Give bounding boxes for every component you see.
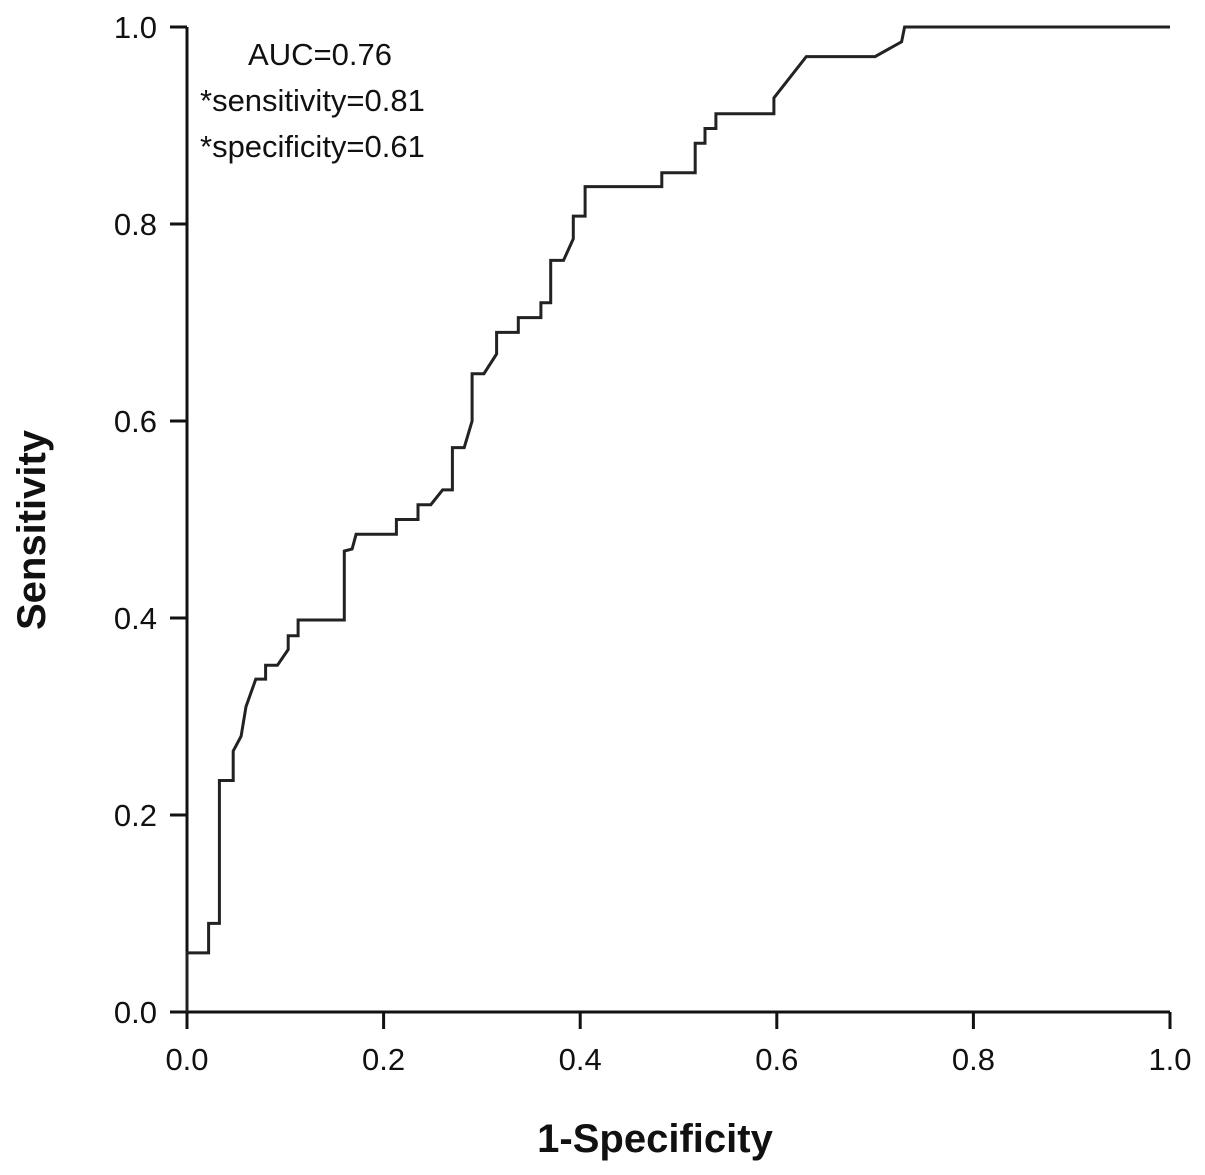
x-axis-title: 1-Specificity	[537, 1117, 773, 1161]
y-tick-label: 1.0	[114, 10, 157, 45]
y-tick-label: 0.8	[114, 207, 157, 242]
x-tick-label: 0.0	[165, 1042, 208, 1077]
y-axis-title: Sensitivity	[10, 429, 54, 630]
y-tick-label: 0.0	[114, 995, 157, 1030]
x-tick-label: 0.8	[952, 1042, 995, 1077]
auc-annotation: AUC=0.76	[248, 37, 392, 72]
specificity-annotation: *specificity=0.61	[200, 129, 425, 164]
y-tick-label: 0.2	[114, 798, 157, 833]
roc-curve-line	[185, 25, 1170, 1012]
y-tick-label: 0.4	[114, 601, 157, 636]
x-tick-label: 0.4	[559, 1042, 602, 1077]
x-tick-label: 1.0	[1148, 1042, 1191, 1077]
x-tick-label: 0.2	[362, 1042, 405, 1077]
sensitivity-annotation: *sensitivity=0.81	[200, 83, 425, 118]
axis-ticks: 0.0 0.2 0.4 0.6 0.8 1.0 0.0 0.2 0.4 0.6 0.8 1.0	[114, 10, 1192, 1077]
y-tick-label: 0.6	[114, 404, 157, 439]
x-tick-label: 0.6	[755, 1042, 798, 1077]
